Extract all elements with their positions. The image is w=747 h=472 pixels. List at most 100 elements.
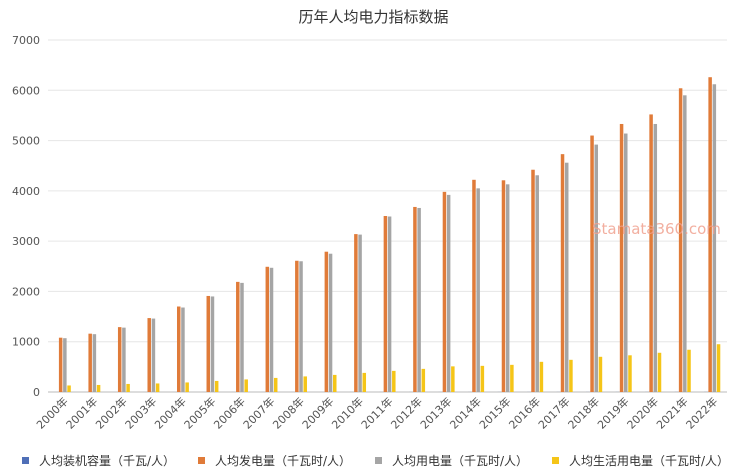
bar [708, 77, 712, 392]
bar [58, 337, 63, 392]
x-tick-label: 2016年 [506, 394, 543, 431]
legend-label: 人均装机容量（千瓦/人） [39, 454, 176, 468]
bar [446, 194, 451, 392]
legend-swatch [552, 457, 559, 464]
x-tick-label: 2021年 [653, 394, 690, 431]
x-tick-label: 2007年 [240, 394, 277, 431]
legend-item[interactable]: 人均生活用电量（千瓦时/人） [552, 452, 729, 469]
bar [181, 307, 185, 392]
bar [63, 338, 67, 392]
bar [442, 191, 447, 392]
bar [531, 169, 535, 392]
bar [122, 327, 126, 392]
x-tick-label: 2013年 [417, 394, 454, 431]
x-tick-label: 2011年 [358, 394, 395, 431]
bar [510, 364, 514, 392]
bar [590, 135, 594, 393]
bar [117, 327, 122, 392]
legend: 人均装机容量（千瓦/人） 人均发电量（千瓦时/人） 人均用电量（千瓦时/人） 人均生活… [0, 452, 747, 468]
bar [362, 372, 367, 392]
bar [210, 296, 215, 392]
y-tick-label: 1000 [12, 336, 40, 349]
bar [299, 261, 303, 392]
bar [151, 318, 156, 392]
watermark: Stamata360.com [592, 220, 721, 238]
bar [96, 384, 101, 392]
x-tick-label: 2015年 [476, 394, 513, 431]
legend-label: 人均生活用电量（千瓦时/人） [569, 454, 730, 468]
bar [657, 352, 662, 392]
bar [67, 385, 71, 392]
y-tick-label: 5000 [12, 135, 40, 148]
bar [206, 295, 211, 392]
bar [240, 282, 244, 392]
bar [560, 154, 565, 392]
bar [387, 216, 392, 392]
legend-swatch [22, 457, 29, 464]
bar [155, 383, 160, 392]
bar [619, 123, 624, 392]
bar [653, 123, 658, 392]
bar [92, 334, 97, 392]
bar [687, 349, 691, 392]
legend-label: 人均用电量（千瓦时/人） [392, 454, 529, 468]
bar [383, 216, 388, 392]
x-tick-label: 2010年 [329, 394, 366, 431]
bar [451, 366, 455, 392]
legend-item[interactable]: 人均用电量（千瓦时/人） [375, 452, 528, 469]
x-tick-label: 2012年 [388, 394, 425, 431]
y-tick-label: 0 [33, 386, 40, 399]
legend-swatch [375, 457, 382, 464]
x-tick-label: 2008年 [270, 394, 307, 431]
x-tick-label: 2022年 [683, 394, 720, 431]
bar [324, 251, 329, 392]
bar [628, 355, 632, 392]
legend-swatch [198, 457, 205, 464]
bar [417, 207, 421, 392]
x-tick-label: 2001年 [63, 394, 100, 431]
bar [539, 361, 544, 392]
bar [354, 234, 358, 392]
bar [269, 267, 274, 392]
x-tick-label: 2005年 [181, 394, 218, 431]
bar [472, 179, 476, 392]
bar [649, 114, 653, 393]
y-tick-label: 7000 [12, 34, 40, 47]
bar [244, 379, 248, 392]
y-tick-label: 6000 [12, 84, 40, 97]
x-tick-label: 2002年 [92, 394, 129, 431]
bar [476, 188, 480, 392]
x-tick-label: 2004年 [151, 394, 188, 431]
bar [358, 234, 362, 392]
bar [328, 253, 333, 392]
bar [505, 184, 510, 392]
bar [147, 318, 151, 392]
bar [594, 144, 599, 392]
x-tick-label: 2018年 [565, 394, 602, 431]
x-tick-label: 2019年 [594, 394, 631, 431]
bar [295, 260, 299, 392]
y-tick-label: 2000 [12, 285, 40, 298]
bar [214, 380, 219, 392]
bar [564, 162, 569, 392]
bar [333, 374, 337, 392]
bar [569, 359, 573, 392]
legend-label: 人均发电量（千瓦时/人） [215, 454, 352, 468]
x-tick-label: 2006年 [211, 394, 248, 431]
bar [185, 382, 189, 392]
bar [303, 376, 307, 392]
legend-item[interactable]: 人均装机容量（千瓦/人） [22, 452, 175, 469]
bar [598, 356, 603, 392]
bar [236, 281, 240, 392]
legend-item[interactable]: 人均发电量（千瓦时/人） [198, 452, 351, 469]
bar [683, 95, 687, 393]
x-tick-label: 2009年 [299, 394, 336, 431]
y-tick-label: 3000 [12, 235, 40, 248]
bar [716, 344, 721, 392]
chart-title: 历年人均电力指标数据 [298, 8, 449, 26]
bar [712, 84, 717, 392]
bar [273, 377, 278, 392]
bar [126, 383, 130, 392]
bar [624, 133, 628, 392]
